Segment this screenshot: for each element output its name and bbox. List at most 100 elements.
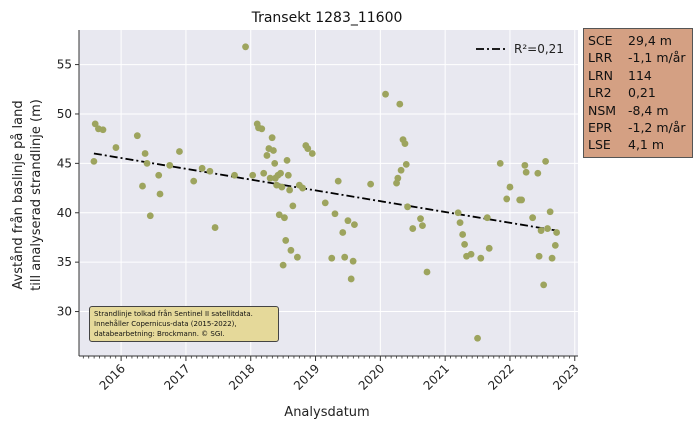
data-point	[344, 217, 352, 225]
data-point	[419, 222, 426, 230]
data-point	[331, 210, 339, 218]
data-point	[308, 150, 316, 157]
y-axis-label-line-2: till analyserad strandlinje (m)	[29, 99, 44, 291]
data-point	[339, 229, 347, 236]
x-tick-label: 2018	[226, 361, 257, 392]
data-source-note: Strandlinje tolkad från Sentinel II sate…	[89, 306, 279, 342]
data-point	[328, 254, 336, 262]
stat-row-lse: LSE 4,1 m	[588, 136, 688, 153]
legend: R²=0,21	[476, 42, 564, 56]
data-point	[409, 225, 417, 232]
stat-row-lrr: LRR -1,1 m/år	[588, 49, 688, 66]
y-axis-label-line-1: Avstånd från baslinje på land	[11, 100, 26, 289]
y-tick-label: 30	[57, 305, 72, 319]
data-point	[542, 157, 549, 165]
stat-row-sce: SCE 29,4 m	[588, 32, 688, 49]
data-point	[347, 275, 355, 283]
data-point	[282, 237, 290, 244]
data-point	[341, 253, 349, 261]
data-point	[112, 144, 120, 151]
data-point	[286, 186, 294, 194]
x-tick-label: 2022	[485, 361, 516, 392]
data-point	[279, 261, 287, 269]
stat-key: NSM	[588, 102, 617, 118]
data-point	[273, 181, 281, 189]
stat-value: -1,1 m/år	[628, 50, 686, 66]
y-tick-label: 40	[57, 206, 72, 220]
data-point	[423, 268, 431, 276]
stat-row-epr: EPR -1,2 m/år	[588, 119, 688, 136]
data-point	[485, 244, 493, 252]
data-point	[277, 169, 284, 177]
stat-key: LSE	[588, 137, 611, 153]
stat-row-lr2: LR2 0,21	[588, 84, 688, 101]
stat-key: LRN	[588, 67, 613, 83]
data-point	[139, 182, 146, 190]
data-point	[467, 250, 475, 258]
data-point	[396, 100, 404, 108]
data-point	[278, 183, 286, 191]
data-point	[155, 171, 163, 179]
data-point	[553, 229, 561, 236]
data-point	[548, 254, 556, 262]
stat-value: 29,4 m	[628, 33, 672, 48]
trend-layer	[93, 152, 557, 232]
data-point	[156, 190, 164, 198]
stat-key: EPR	[588, 120, 613, 136]
data-point	[283, 157, 291, 164]
data-point	[143, 159, 151, 167]
data-point	[299, 184, 306, 192]
grid-lines	[79, 30, 578, 356]
data-point	[461, 240, 468, 248]
data-point	[401, 140, 409, 148]
x-axis-label: Analysdatum	[284, 405, 369, 420]
x-tick-label: 2017	[161, 361, 192, 392]
stat-value: 114	[628, 67, 652, 83]
data-point	[268, 134, 276, 142]
stat-key: LRR	[588, 50, 613, 66]
data-point	[503, 195, 511, 203]
data-point	[258, 125, 266, 133]
data-point	[91, 120, 99, 128]
data-point	[546, 208, 554, 216]
data-point	[166, 161, 174, 169]
y-tick-label: 45	[57, 156, 72, 170]
data-point	[249, 171, 257, 179]
stat-key: SCE	[588, 33, 613, 48]
stat-value: -8,4 m	[628, 102, 669, 118]
data-point	[284, 171, 292, 179]
data-point	[382, 90, 389, 98]
data-point	[397, 166, 405, 174]
x-tick-label: 2019	[291, 361, 322, 392]
data-point	[477, 254, 485, 262]
data-point	[260, 169, 268, 177]
note-line-2: Innehåller Copernicus-data (2015-2022),	[94, 320, 237, 328]
data-point	[141, 150, 149, 157]
data-point	[270, 147, 277, 154]
data-point	[146, 212, 154, 220]
legend-label: R²=0,21	[514, 42, 564, 56]
data-point	[537, 227, 545, 234]
data-point	[496, 159, 504, 167]
data-point	[474, 334, 481, 342]
chart-title: Transekt 1283_11600	[251, 10, 403, 26]
data-point	[275, 211, 283, 219]
data-point	[287, 246, 295, 254]
x-tick-label: 2021	[421, 361, 452, 392]
stat-key: LR2	[588, 85, 612, 101]
data-point	[271, 159, 279, 167]
x-tick-label: 2016	[97, 361, 128, 392]
y-tick-label: 50	[57, 107, 72, 121]
data-point	[404, 203, 411, 211]
stat-row-nsm: NSM -8,4 m	[588, 102, 688, 119]
data-point	[483, 214, 491, 222]
data-point	[242, 43, 249, 51]
data-point	[176, 148, 183, 155]
data-point	[211, 224, 219, 231]
data-point	[417, 215, 424, 223]
data-point	[206, 167, 214, 175]
data-point	[90, 157, 98, 165]
data-point	[534, 169, 542, 177]
data-point	[459, 231, 467, 238]
